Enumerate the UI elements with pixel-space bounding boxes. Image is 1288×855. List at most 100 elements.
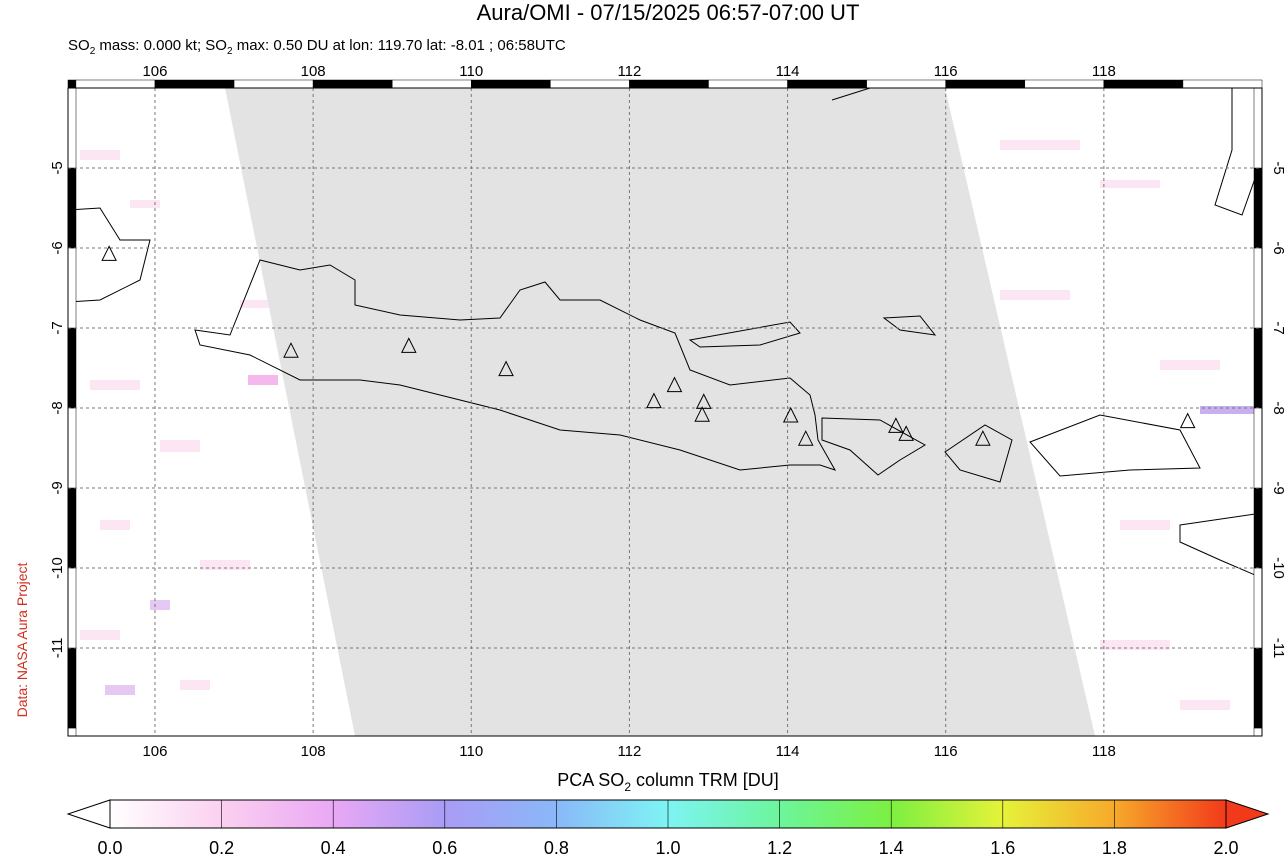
y-tick-label: -7 bbox=[1270, 321, 1287, 334]
frame-bar bbox=[1024, 79, 1105, 89]
frame-bar bbox=[1253, 407, 1263, 489]
colorbar-tick-label: 1.2 bbox=[767, 838, 792, 855]
subtitle-part: mass: 0.000 kt; SO bbox=[95, 37, 227, 54]
volcano-marker bbox=[782, 406, 799, 423]
volcano-marker bbox=[283, 342, 299, 358]
colorbar-label-part: PCA SO bbox=[557, 770, 624, 790]
y-tick-label: -8 bbox=[1270, 401, 1287, 414]
frame-bar bbox=[1253, 647, 1263, 729]
x-tick-label: 118 bbox=[1092, 63, 1116, 80]
map-area bbox=[68, 88, 1262, 736]
volcano-marker bbox=[898, 425, 914, 441]
colorbar-tick-label: 0.4 bbox=[321, 838, 346, 855]
credit: Data: NASA Aura Project bbox=[14, 562, 30, 717]
frame-bar bbox=[945, 79, 1026, 89]
frame-bar bbox=[67, 79, 77, 89]
x-tick-label: 114 bbox=[776, 63, 800, 80]
y-tick-label: -10 bbox=[1270, 557, 1287, 579]
x-tick-label: 118 bbox=[1092, 743, 1116, 760]
frame-bar bbox=[1253, 167, 1263, 249]
subscript: 2 bbox=[90, 46, 96, 57]
colorbar-tick-label: 0.6 bbox=[432, 838, 457, 855]
frame-bar bbox=[550, 79, 630, 89]
y-tick-label: -11 bbox=[1270, 638, 1287, 659]
x-tick-label: 106 bbox=[142, 743, 167, 760]
x-tick-label: 114 bbox=[776, 743, 800, 760]
frame-bar bbox=[1253, 567, 1263, 649]
colorbar-tick-label: 0.2 bbox=[209, 838, 234, 855]
colorbar-label: PCA SO2 column TRM [DU] bbox=[557, 770, 778, 794]
volcano-marker bbox=[498, 360, 514, 377]
y-tick-label: -9 bbox=[1270, 481, 1287, 494]
frame-bar bbox=[1253, 487, 1263, 569]
subscript: 2 bbox=[227, 46, 233, 57]
frame-bar bbox=[471, 79, 551, 89]
frame-bar bbox=[67, 487, 77, 569]
colorbar-tick-label: 1.0 bbox=[655, 838, 680, 855]
frame-bar bbox=[67, 567, 77, 649]
volcano-marker bbox=[400, 337, 417, 353]
frame-bar bbox=[787, 79, 867, 89]
frame-bar bbox=[312, 79, 393, 89]
colorbar-tick-label: 0.8 bbox=[544, 838, 569, 855]
subtitle: SO2 mass: 0.000 kt; SO2 max: 0.50 DU at … bbox=[68, 37, 566, 57]
frame-bar bbox=[67, 87, 77, 169]
colorbar-label-part: column TRM [DU] bbox=[631, 770, 779, 790]
frame-bar bbox=[67, 407, 77, 489]
x-tick-label: 112 bbox=[617, 63, 641, 80]
swath bbox=[225, 88, 1095, 736]
subtitle-part: SO bbox=[68, 37, 90, 54]
frame-bar bbox=[75, 79, 156, 89]
x-tick-label: 116 bbox=[934, 63, 958, 80]
x-tick-label: 106 bbox=[142, 63, 167, 80]
x-tick-label: 110 bbox=[459, 63, 483, 80]
y-tick-label: -6 bbox=[49, 241, 66, 254]
volcano-marker bbox=[101, 245, 117, 261]
y-tick-label: -9 bbox=[49, 481, 66, 494]
frame-bar bbox=[1253, 87, 1263, 169]
subtitle-part: max: 0.50 DU at lon: 119.70 lat: -8.01 ;… bbox=[233, 37, 566, 54]
volcano-marker bbox=[1179, 412, 1196, 429]
frame-bar bbox=[708, 79, 788, 89]
volcano-marker bbox=[694, 406, 710, 422]
frame-bar bbox=[1182, 79, 1263, 89]
volcano-marker bbox=[666, 376, 683, 393]
colorbar-tick-label: 1.8 bbox=[1102, 838, 1127, 855]
colorbar-extend-high bbox=[1225, 799, 1270, 829]
volcano-marker bbox=[888, 417, 904, 433]
frame-bar bbox=[233, 79, 314, 89]
volcano-marker bbox=[797, 430, 814, 446]
frame-bar bbox=[1253, 247, 1263, 329]
colorbar-tick-label: 0.0 bbox=[97, 838, 122, 855]
colorbar-tick-label: 1.4 bbox=[879, 838, 904, 855]
x-tick-label: 110 bbox=[459, 743, 483, 760]
colorbar-tick-label: 2.0 bbox=[1213, 838, 1238, 855]
volcano-marker bbox=[695, 393, 712, 409]
y-tick-label: -7 bbox=[49, 321, 66, 334]
frame-bar bbox=[866, 79, 946, 89]
y-tick-label: -10 bbox=[49, 557, 66, 579]
frame-bar bbox=[154, 79, 235, 89]
y-tick-label: -5 bbox=[1270, 161, 1287, 174]
frame-bar bbox=[67, 727, 77, 737]
y-tick-label: -8 bbox=[49, 401, 66, 414]
title: Aura/OMI - 07/15/2025 06:57-07:00 UT bbox=[477, 0, 860, 25]
colorbar-extend-low bbox=[66, 799, 111, 829]
frame-bar bbox=[67, 647, 77, 729]
x-tick-label: 116 bbox=[934, 743, 958, 760]
y-tick-label: -5 bbox=[49, 161, 66, 174]
y-tick-label: -6 bbox=[1270, 241, 1287, 254]
volcano-marker bbox=[646, 392, 662, 409]
frame-bar bbox=[1253, 327, 1263, 409]
frame-bar bbox=[1103, 79, 1184, 89]
pixel-noise bbox=[80, 140, 1260, 710]
volcano-marker bbox=[975, 430, 991, 446]
x-tick-label: 108 bbox=[301, 63, 326, 80]
x-tick-label: 112 bbox=[617, 743, 641, 760]
map-frame bbox=[67, 87, 1263, 737]
x-tick-label: 108 bbox=[301, 743, 326, 760]
frame-bar bbox=[67, 167, 77, 249]
y-tick-label: -11 bbox=[49, 638, 66, 659]
subscript: 2 bbox=[624, 780, 631, 794]
